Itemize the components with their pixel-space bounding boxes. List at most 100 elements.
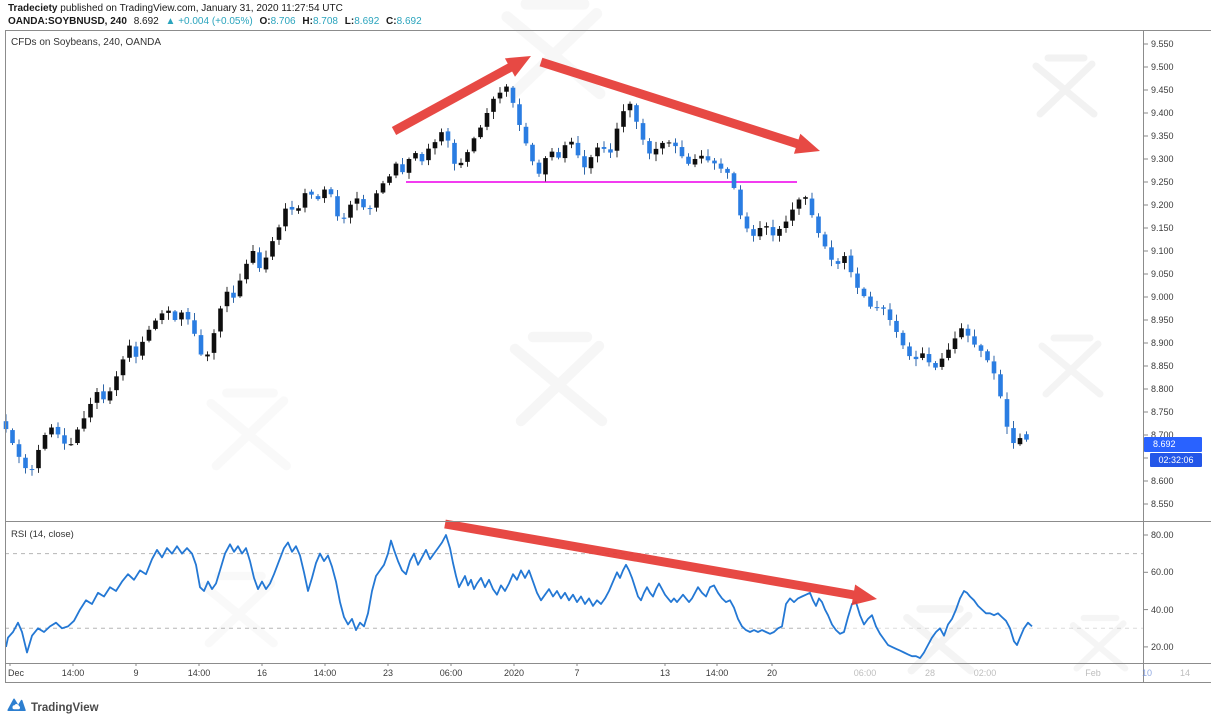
candle-body (88, 403, 93, 418)
bar-countdown-badge: 02:32:06 (1150, 452, 1202, 467)
price-tick-label: 9.550 (1151, 39, 1174, 49)
time-tick-label: 20 (766, 668, 778, 678)
candle-body (653, 148, 659, 155)
candle-body (822, 234, 828, 247)
candle-body (374, 193, 379, 208)
candle-body (341, 217, 347, 219)
candle-body (536, 162, 542, 174)
candle-body (705, 156, 711, 161)
candle-body (809, 198, 815, 216)
candle-body (764, 226, 769, 228)
watermark-glyph (501, 0, 606, 100)
price-tick-label: 9.100 (1151, 246, 1174, 256)
candle-body (23, 457, 28, 469)
candle-body (647, 141, 652, 154)
candle-body (62, 435, 67, 444)
tradingview-logo[interactable]: TradingView (6, 697, 99, 717)
candle-body (666, 142, 672, 144)
open-label: O: (259, 15, 271, 27)
candle-body (432, 142, 438, 149)
watermark-glyph (1069, 614, 1129, 672)
candle-body (926, 354, 932, 363)
candle-body (913, 356, 919, 360)
price-tick-label: 8.850 (1151, 361, 1174, 371)
candle-body (465, 152, 470, 162)
candle-body (855, 273, 860, 288)
time-tick-label: 2020 (503, 668, 525, 678)
candle-body (679, 147, 685, 157)
candle-body (796, 199, 802, 209)
candle-body (55, 426, 61, 435)
price-tick-label: 9.050 (1151, 269, 1174, 279)
candle-body (1017, 438, 1023, 445)
time-tick-label: 14:00 (61, 668, 85, 678)
candle-body (68, 444, 74, 446)
price-tick-label: 8.700 (1151, 430, 1174, 440)
candle-body (276, 227, 282, 240)
rsi-line (5, 534, 1033, 659)
time-tick-label: Feb (1085, 668, 1101, 678)
time-tick-label: 7 (574, 668, 580, 678)
candle-body (478, 127, 483, 138)
price-tick-label: 9.300 (1151, 154, 1174, 164)
candle-body (127, 345, 132, 358)
high-label: H: (302, 15, 313, 27)
price-tick-label: 9.000 (1151, 292, 1174, 302)
candle-body (692, 159, 698, 165)
last-price-badge: 8.692 (1144, 437, 1202, 452)
candle-body (738, 189, 743, 216)
chart-legend: CFDs on Soybeans, 240, OANDA (11, 37, 162, 48)
candle-body (660, 142, 665, 149)
candle-body (861, 288, 867, 297)
candle-body (471, 138, 477, 152)
time-tick-label: 02:00 (973, 668, 997, 678)
candle-body (49, 427, 54, 435)
candle-body (42, 435, 48, 449)
time-tick-label: 10 (1141, 668, 1153, 678)
time-tick-label: 28 (924, 668, 936, 678)
candle-body (842, 256, 847, 263)
tradingview-mountain-icon (6, 697, 27, 717)
candle-body (699, 155, 704, 159)
price-downtrend-arrow (539, 57, 820, 154)
candle-body (887, 309, 893, 320)
time-tick-label: 13 (659, 668, 671, 678)
candle-body (549, 151, 555, 158)
price-uptrend-arrow (391, 56, 531, 135)
candle-body (744, 216, 750, 229)
candle-body (16, 444, 22, 457)
candle-body (302, 193, 308, 208)
candle-body (198, 335, 204, 355)
candle-body (400, 164, 405, 173)
candle-body (309, 191, 314, 195)
candle-body (348, 204, 353, 218)
candle-body (94, 392, 100, 403)
candle-body (153, 320, 158, 329)
byline-text: published on TradingView.com, January 31… (57, 3, 343, 14)
watermark-white-band (838, 598, 1211, 688)
candle-body (848, 255, 854, 273)
candle-body (185, 311, 191, 320)
time-tick-label: 9 (133, 668, 139, 678)
candle-body (686, 156, 691, 164)
price-tick-label: 9.500 (1151, 62, 1174, 72)
candle-body (504, 86, 509, 92)
price-change: ▲ +0.004 (+0.05%) (165, 15, 253, 27)
candle-body (952, 338, 958, 349)
high-value: 8.708 (312, 15, 338, 27)
candle-body (133, 346, 139, 357)
candle-body (393, 163, 399, 176)
time-tick-label: 14:00 (705, 668, 729, 678)
candle-body (725, 168, 730, 173)
price-tick-label: 8.950 (1151, 315, 1174, 325)
candle-body (81, 418, 87, 429)
tradingview-logo-text: TradingView (31, 701, 99, 714)
price-tick-label: 9.200 (1151, 200, 1174, 210)
candle-body (107, 391, 113, 401)
candle-body (523, 126, 529, 144)
price-tick-label: 8.600 (1151, 476, 1174, 486)
candle-body (114, 376, 119, 391)
time-tick-label: 14:00 (313, 668, 337, 678)
